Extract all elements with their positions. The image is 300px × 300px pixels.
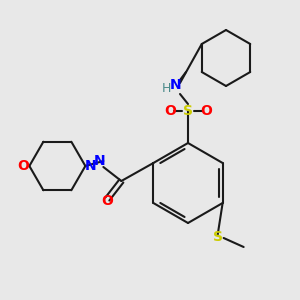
Text: N: N bbox=[170, 78, 182, 92]
Text: O: O bbox=[200, 104, 212, 118]
Text: O: O bbox=[164, 104, 176, 118]
Text: N: N bbox=[85, 159, 96, 173]
Text: H: H bbox=[161, 82, 171, 94]
Text: S: S bbox=[213, 230, 223, 244]
Text: O: O bbox=[17, 159, 29, 173]
Text: S: S bbox=[183, 104, 193, 118]
Text: N: N bbox=[94, 154, 105, 168]
Text: O: O bbox=[101, 194, 113, 208]
